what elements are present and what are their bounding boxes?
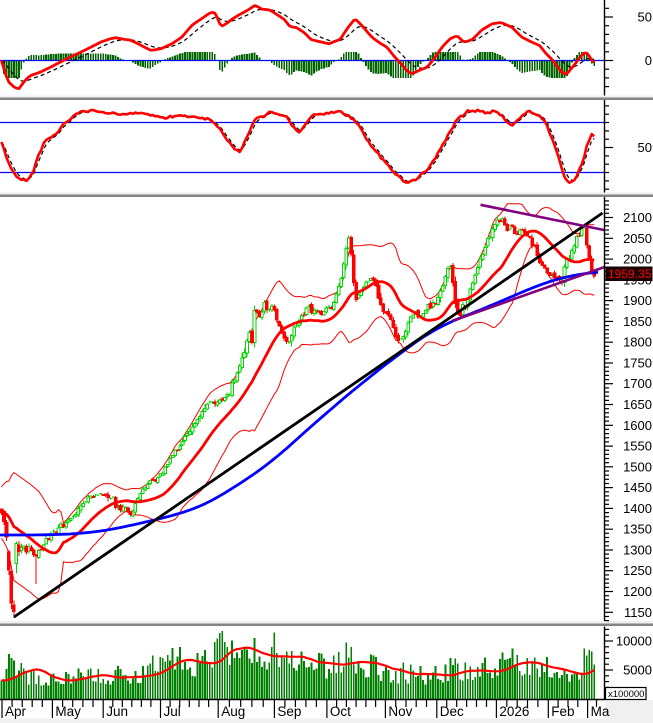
svg-text:1750: 1750 xyxy=(623,356,652,371)
svg-text:50: 50 xyxy=(638,10,652,25)
svg-text:1850: 1850 xyxy=(623,314,652,329)
svg-text:Oct: Oct xyxy=(330,704,351,719)
svg-text:1800: 1800 xyxy=(623,335,652,350)
svg-text:1650: 1650 xyxy=(623,397,652,412)
svg-text:Jun: Jun xyxy=(106,704,128,719)
svg-text:1959.35: 1959.35 xyxy=(608,267,652,281)
svg-text:1700: 1700 xyxy=(623,376,652,391)
svg-text:1600: 1600 xyxy=(623,418,652,433)
svg-text:1150: 1150 xyxy=(624,605,652,620)
svg-text:1900: 1900 xyxy=(623,293,652,308)
svg-text:10000: 10000 xyxy=(616,634,652,649)
svg-text:1250: 1250 xyxy=(623,563,652,578)
svg-text:2050: 2050 xyxy=(623,231,652,246)
svg-text:50: 50 xyxy=(638,140,652,155)
svg-text:Sep: Sep xyxy=(277,704,301,719)
svg-text:1350: 1350 xyxy=(623,522,652,537)
svg-text:1500: 1500 xyxy=(623,459,652,474)
svg-text:5000: 5000 xyxy=(623,663,652,678)
svg-text:May: May xyxy=(55,704,81,719)
svg-text:2000: 2000 xyxy=(623,252,652,267)
svg-text:1550: 1550 xyxy=(623,439,652,454)
svg-text:2026: 2026 xyxy=(499,704,529,719)
svg-text:1450: 1450 xyxy=(623,480,652,495)
svg-text:1200: 1200 xyxy=(623,584,652,599)
svg-text:1300: 1300 xyxy=(623,543,652,558)
svg-text:1400: 1400 xyxy=(623,501,652,516)
svg-text:Nov: Nov xyxy=(388,704,412,719)
svg-text:2100: 2100 xyxy=(623,210,652,225)
svg-text:Dec: Dec xyxy=(440,704,464,719)
svg-text:Aug: Aug xyxy=(221,704,245,719)
svg-text:Jul: Jul xyxy=(164,704,181,719)
svg-text:0: 0 xyxy=(645,53,652,68)
svg-text:Feb: Feb xyxy=(551,704,574,719)
svg-text:Ma: Ma xyxy=(591,704,610,719)
svg-text:Apr: Apr xyxy=(5,704,27,719)
svg-text:x100000: x100000 xyxy=(608,689,644,700)
